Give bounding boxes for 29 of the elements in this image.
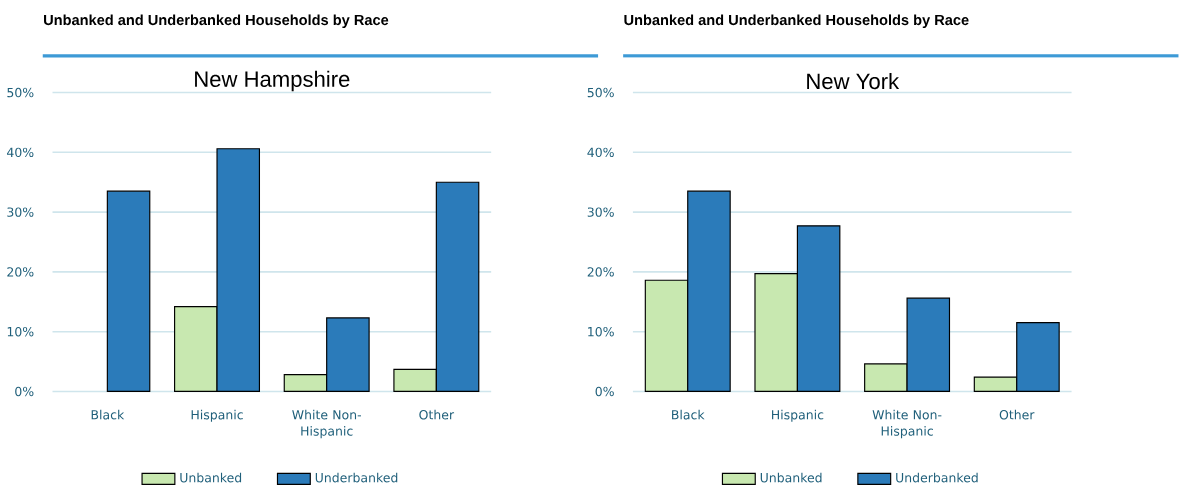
bar — [106, 190, 151, 393]
y-tick-label: 0% — [15, 386, 34, 397]
x-tick-label: White Non-Hispanic — [872, 409, 942, 439]
y-tick-label: 20% — [587, 267, 614, 277]
legend-label: Underbanked — [315, 472, 398, 483]
x-tick-label: Other — [999, 409, 1035, 420]
legend-label: Unbanked — [180, 472, 242, 483]
y-tick-label: 30% — [587, 207, 614, 217]
y-tick-label: 20% — [7, 267, 34, 277]
x-tick-label: White Non-Hispanic — [292, 409, 361, 439]
y-tick-label: 10% — [588, 327, 614, 337]
chart-title: Unbanked and Underbanked Households by Race — [44, 14, 389, 29]
y-tick-label: 30% — [7, 207, 34, 217]
chart-subtitle: New York — [807, 73, 900, 90]
chart-title: Unbanked and Underbanked Households by Race — [624, 14, 969, 29]
x-tick-label: Hispanic — [191, 409, 243, 422]
chart-subtitle: New Hampshire — [195, 70, 350, 92]
legend-label: Unbanked — [760, 472, 822, 483]
x-tick-label: Black — [672, 409, 705, 420]
y-tick-label: 10% — [7, 327, 34, 337]
y-tick-label: 40% — [587, 147, 614, 158]
y-tick-label: 50% — [7, 87, 34, 98]
x-tick-label: Other — [419, 409, 455, 420]
y-tick-label: 40% — [7, 147, 34, 158]
y-tick-label: 0% — [595, 386, 614, 397]
y-tick-label: 50% — [587, 87, 614, 98]
x-tick-label: Hispanic — [772, 409, 824, 422]
legend-label: Underbanked — [896, 472, 978, 483]
x-tick-label: Black — [91, 409, 125, 420]
